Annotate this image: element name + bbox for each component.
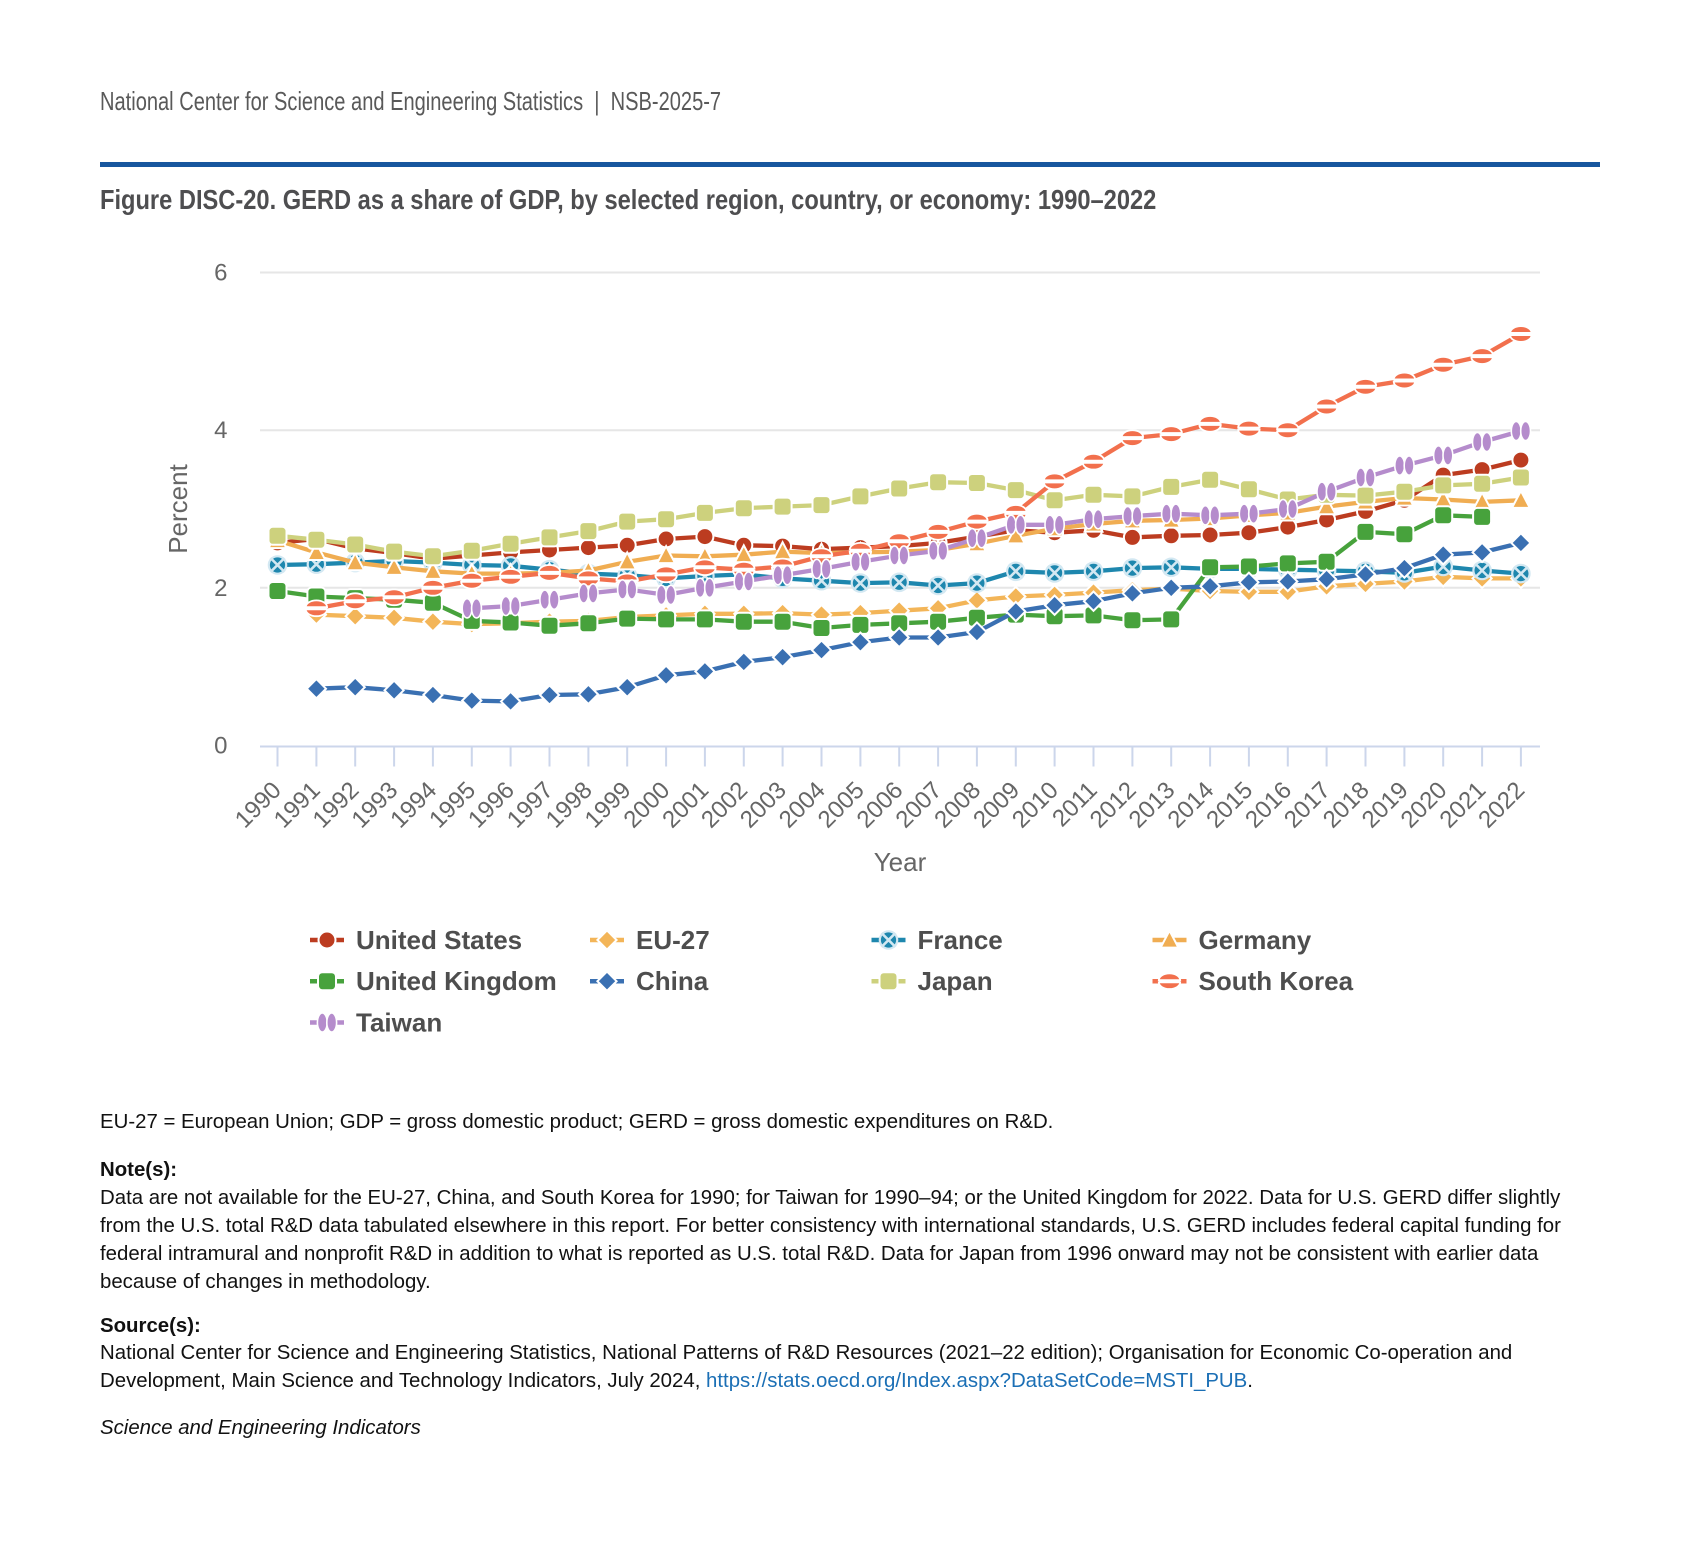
svg-text:Japan: Japan: [918, 966, 993, 996]
svg-text:France: France: [918, 925, 1003, 955]
svg-text:Percent: Percent: [163, 463, 193, 553]
svg-text:China: China: [636, 966, 709, 996]
svg-text:Taiwan: Taiwan: [356, 1008, 442, 1038]
svg-text:South Korea: South Korea: [1199, 966, 1354, 996]
svg-text:EU-27: EU-27: [636, 925, 710, 955]
svg-text:United Kingdom: United Kingdom: [356, 966, 557, 996]
svg-text:6: 6: [214, 260, 227, 287]
svg-text:Germany: Germany: [1199, 925, 1312, 955]
svg-text:Year: Year: [874, 847, 927, 877]
svg-text:4: 4: [214, 417, 227, 444]
svg-text:United States: United States: [356, 925, 522, 955]
svg-text:2022: 2022: [1473, 777, 1530, 834]
svg-text:2: 2: [214, 575, 227, 602]
svg-text:0: 0: [214, 733, 227, 760]
